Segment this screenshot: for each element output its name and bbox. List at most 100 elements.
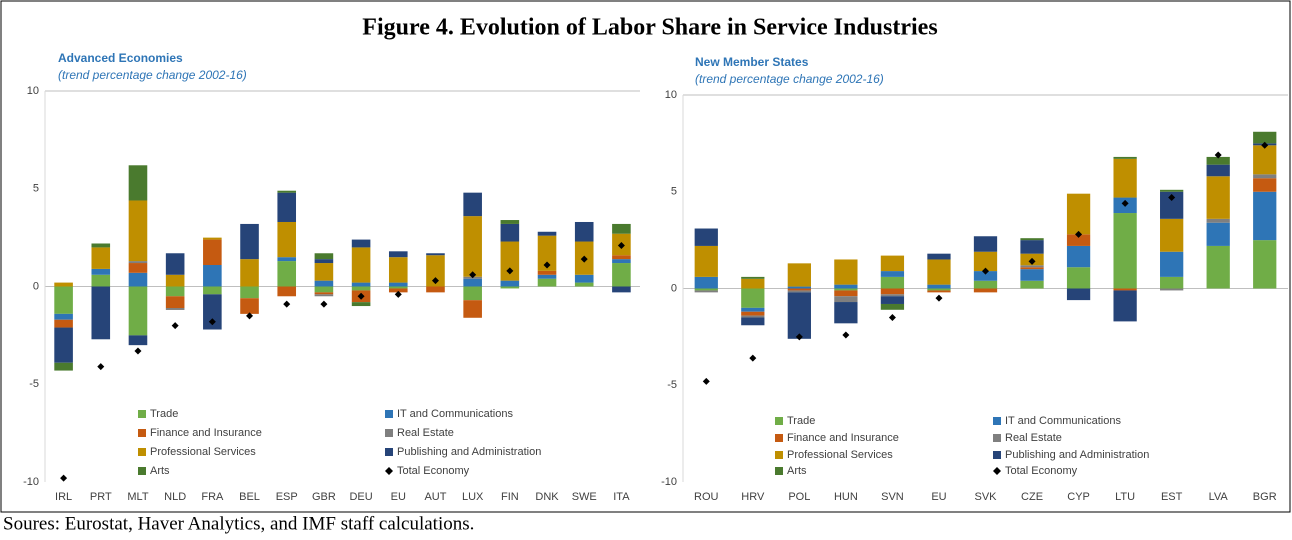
x-tick-label: DNK	[535, 491, 559, 503]
bar-segment	[880, 288, 905, 295]
bar-segment	[973, 280, 998, 289]
panel-title: Advanced Economies	[58, 51, 183, 65]
bar-segment	[694, 288, 718, 291]
bar-segment	[612, 286, 631, 293]
bar-segment	[128, 286, 148, 336]
bar-segment	[1206, 156, 1230, 165]
x-tick-label: CZE	[1021, 491, 1043, 503]
total-marker	[469, 271, 477, 279]
bar-segment	[834, 288, 858, 291]
x-tick-label: SVK	[974, 491, 997, 503]
bar-segment	[426, 286, 445, 293]
bar-segment	[1206, 245, 1230, 289]
bar-segment	[314, 259, 334, 264]
bar-segment	[574, 274, 594, 283]
legend-label: Trade	[787, 415, 815, 427]
bar-segment	[1206, 176, 1230, 219]
y-tick-label: 5	[33, 183, 39, 195]
bar-segment	[388, 257, 408, 283]
bar-segment	[240, 259, 259, 287]
legend-swatch	[385, 410, 393, 418]
x-tick-label: HUN	[834, 491, 858, 503]
bar-segment	[314, 294, 334, 297]
legend-swatch	[385, 448, 393, 456]
figure-title: Figure 4. Evolution of Labor Share in Se…	[362, 15, 937, 41]
bar-segment	[973, 288, 998, 293]
bar-segment	[1020, 265, 1044, 268]
bar-segment	[203, 264, 222, 287]
bar-segment	[277, 257, 297, 262]
bar-segment	[54, 319, 73, 328]
bar-segment	[463, 300, 482, 318]
x-tick-label: DEU	[349, 491, 372, 503]
legend-label: Total Economy	[1005, 465, 1078, 477]
total-marker	[935, 294, 943, 302]
bar-segment	[91, 274, 111, 287]
bar-segment	[277, 190, 297, 193]
bar-segment	[128, 200, 148, 262]
legend-swatch	[138, 467, 146, 475]
x-tick-label: LTU	[1115, 491, 1135, 503]
bar-segment	[388, 288, 408, 293]
bar-segment	[463, 216, 482, 277]
bar-segment	[463, 286, 482, 301]
legend-swatch	[775, 451, 783, 459]
bar-segment	[574, 282, 594, 287]
x-tick-label: GBR	[312, 491, 336, 503]
legend-swatch	[993, 451, 1001, 459]
x-tick-label: EU	[931, 491, 946, 503]
bar-segment	[1160, 288, 1184, 291]
bar-segment	[834, 302, 858, 324]
bar-segment	[314, 286, 334, 293]
bar-segment	[54, 286, 73, 314]
bar-segment	[741, 311, 765, 316]
bar-segment	[1066, 267, 1091, 289]
bar-segment	[1066, 245, 1091, 268]
bar-segment	[277, 221, 297, 258]
bar-segment	[612, 223, 631, 234]
bar-segment	[694, 276, 718, 289]
bar-segment	[1160, 218, 1184, 252]
x-tick-label: PRT	[90, 491, 112, 503]
bar-segment	[741, 278, 765, 289]
bar-segment	[500, 223, 520, 242]
x-tick-label: ITA	[613, 491, 630, 503]
legend-marker	[385, 467, 393, 475]
bar-segment	[1253, 145, 1277, 175]
bar-segment	[834, 284, 858, 289]
x-tick-label: ESP	[276, 491, 298, 503]
bar-segment	[128, 165, 148, 201]
legend-swatch	[138, 448, 146, 456]
bar-segment	[277, 192, 297, 222]
bar-segment	[1020, 240, 1044, 254]
bar-segment	[351, 239, 371, 248]
bar-segment	[54, 313, 73, 320]
y-tick-label: 0	[671, 282, 677, 294]
legend-label: Arts	[787, 465, 807, 477]
bar-segment	[1160, 276, 1184, 289]
bar-segment	[927, 259, 951, 285]
legend-swatch	[775, 434, 783, 442]
legend-label: IT and Communications	[1005, 415, 1121, 427]
bar-segment	[128, 335, 148, 346]
bar-segment	[612, 255, 631, 260]
bar-segment	[1206, 218, 1230, 223]
bar-segment	[351, 282, 371, 287]
bar-segment	[1206, 222, 1230, 246]
bar-segment	[203, 294, 222, 330]
bar-segment	[1253, 178, 1277, 192]
bar-segment	[388, 282, 408, 287]
total-marker	[982, 267, 989, 275]
legend-label: Publishing and Administration	[1005, 449, 1149, 461]
x-tick-label: CYP	[1067, 491, 1090, 503]
bar-segment	[574, 221, 594, 242]
legend-label: Publishing and Administration	[397, 446, 541, 458]
x-tick-label: EST	[1161, 491, 1183, 503]
bar-segment	[388, 286, 408, 289]
x-tick-label: LVA	[1209, 491, 1229, 503]
bar-segment	[1253, 174, 1277, 179]
bar-segment	[1020, 269, 1044, 281]
total-marker	[702, 377, 710, 385]
x-tick-label: ROU	[694, 491, 719, 503]
